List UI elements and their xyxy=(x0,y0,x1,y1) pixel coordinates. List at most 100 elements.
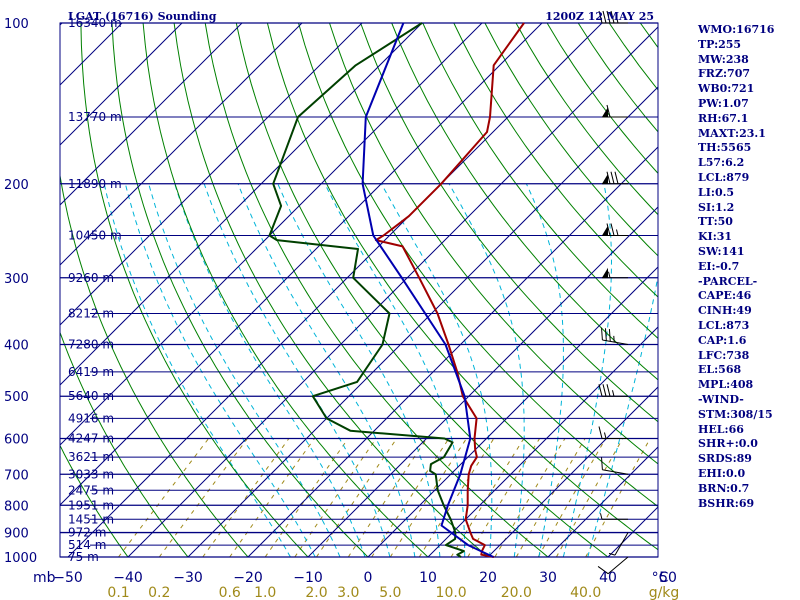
mixing-ratio-tick-label: 5.0 xyxy=(379,585,401,600)
index-item: CAP:1.6 xyxy=(698,333,747,347)
height-label: 9260 m xyxy=(68,271,114,285)
mixing-ratio-line xyxy=(450,438,525,558)
isotherm xyxy=(307,206,659,558)
wind-barb-full xyxy=(602,384,607,397)
index-item: MAXT:23.1 xyxy=(698,126,766,140)
moist-adiabat xyxy=(174,183,366,558)
mixing-ratio-line xyxy=(389,438,467,558)
parcel-profile xyxy=(361,22,494,558)
temperature-tick-label: 0 xyxy=(364,570,373,586)
dry-adiabat xyxy=(59,445,129,558)
index-item: RH:67.1 xyxy=(698,111,749,125)
index-item: TH:5565 xyxy=(698,141,752,155)
wind-barb-full xyxy=(606,171,611,184)
isotherm xyxy=(59,22,543,506)
wind-barb-full xyxy=(601,457,603,470)
index-item: HEL:66 xyxy=(698,422,744,436)
wind-barb-half xyxy=(612,390,615,397)
temperature-tick-label: −10 xyxy=(293,570,323,586)
index-item: SW:141 xyxy=(698,244,745,258)
wind-barb-full xyxy=(604,328,607,341)
temperature-tick-label: 10 xyxy=(419,570,437,586)
pressure-label: 100 xyxy=(4,17,29,32)
wind-barb-full xyxy=(610,171,615,184)
wind-barb-full xyxy=(601,327,603,341)
mixing-ratio-tick-label: 0.1 xyxy=(107,585,129,600)
wind-barb-full xyxy=(610,223,615,236)
mixing-ratio-tick-label: 0.2 xyxy=(148,585,170,600)
index-item: PW:1.07 xyxy=(698,96,749,110)
dry-adiabat xyxy=(484,22,659,257)
mixing-ratio-tick-label: 10.0 xyxy=(436,585,467,600)
dewpoint-profile xyxy=(268,22,465,558)
wind-barb xyxy=(608,532,629,556)
height-label: 3621 m xyxy=(68,450,114,464)
index-item: CINH:49 xyxy=(698,304,752,318)
mixing-ratio-line xyxy=(585,438,651,558)
pressure-label: 900 xyxy=(4,527,29,542)
height-label: 75 m xyxy=(68,550,99,564)
index-item: KI:31 xyxy=(698,230,733,244)
mixing-ratio-line xyxy=(515,438,586,558)
stability-indices-list: WMO:16716 TP:255 MW:238 FRZ:707 WB0:721 PW:1.… xyxy=(698,23,774,511)
height-label: 16340 m xyxy=(68,16,122,30)
dry-adiabat xyxy=(80,22,309,558)
mixing-ratio-line xyxy=(555,438,624,558)
mixing-ratio-tick-label: 3.0 xyxy=(337,585,359,600)
index-item: MPL:408 xyxy=(698,378,754,392)
wind-barb xyxy=(600,513,628,520)
wind-barb-full xyxy=(606,10,611,24)
wind-barb-full xyxy=(610,10,615,24)
wind-barb xyxy=(602,104,628,118)
pressure-label: 500 xyxy=(4,390,29,405)
dry-adiabat xyxy=(515,22,659,215)
wind-barb-half xyxy=(608,271,611,278)
wind-barb xyxy=(602,267,628,279)
isotherm xyxy=(59,22,123,86)
dry-adiabat xyxy=(204,22,549,558)
pressure-label: 200 xyxy=(4,178,29,193)
wind-flag xyxy=(602,107,608,118)
isotherm xyxy=(127,26,659,558)
mixing-ratio-unit-label: g/kg xyxy=(649,585,680,600)
moist-adiabat xyxy=(380,183,493,558)
moist-adiabat xyxy=(103,183,291,558)
mixing-ratio-line xyxy=(371,438,450,558)
height-label: 1951 m xyxy=(68,498,114,512)
pressure-label: 700 xyxy=(4,468,29,483)
isotherm xyxy=(59,22,303,266)
height-label: 13770 m xyxy=(68,110,122,124)
dry-adiabat xyxy=(360,22,659,423)
index-item: WB0:721 xyxy=(698,82,755,96)
mixing-ratio-tick-label: 20.0 xyxy=(501,585,532,600)
temperature-tick-label: 40 xyxy=(599,570,617,586)
mixing-ratio-line xyxy=(316,438,398,558)
dry-adiabat xyxy=(173,22,489,558)
wind-barb-full xyxy=(608,329,611,342)
index-item: TP:255 xyxy=(698,37,742,51)
isotherm xyxy=(67,22,603,558)
dry-adiabat xyxy=(266,22,659,551)
wind-barb xyxy=(602,171,628,185)
wind-barb-half xyxy=(608,552,616,556)
pressure-label: 1000 xyxy=(4,551,37,566)
dry-adiabat xyxy=(59,175,249,558)
dry-adiabat xyxy=(546,22,659,174)
dry-adiabat xyxy=(608,22,659,91)
wind-barb xyxy=(598,426,628,440)
temperature-tick-label: 20 xyxy=(479,570,497,586)
pressure-label: 400 xyxy=(4,339,29,354)
temperature-tick-label: −40 xyxy=(113,570,143,586)
wind-barb xyxy=(601,327,629,345)
moist-adiabat xyxy=(448,183,525,558)
wind-flag xyxy=(602,173,608,184)
wind-barb-full xyxy=(602,10,607,24)
wind-barb-half xyxy=(604,432,607,439)
wind-barb-staff xyxy=(614,532,629,556)
moist-adiabat xyxy=(587,276,659,558)
height-label: 2475 m xyxy=(68,483,114,497)
wind-barb xyxy=(598,10,628,24)
index-item: LI:0.5 xyxy=(698,185,735,199)
wind-barb-full xyxy=(598,10,603,24)
